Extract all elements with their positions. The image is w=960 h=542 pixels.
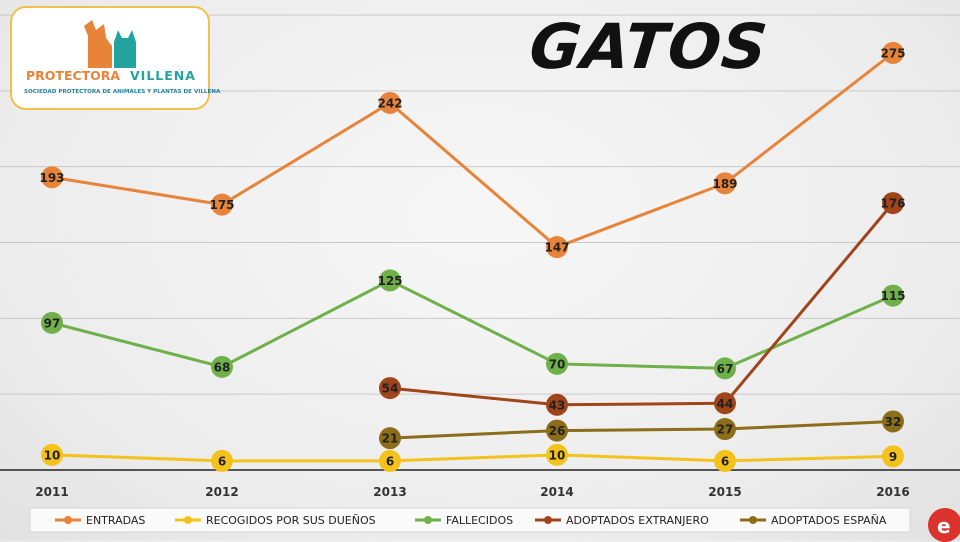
legend-label: ADOPTADOS EXTRANJERO — [566, 514, 709, 527]
legend-marker — [64, 516, 72, 524]
series-line — [51, 453, 894, 463]
data-point — [211, 355, 233, 378]
data-label: 9 — [889, 450, 897, 464]
x-tick-label: 2014 — [540, 485, 573, 499]
legend-label: FALLECIDOS — [446, 514, 513, 527]
data-label: 43 — [549, 398, 566, 412]
series-line — [51, 51, 894, 249]
data-point — [882, 284, 904, 307]
data-point — [546, 443, 568, 466]
data-label: 6 — [721, 454, 729, 468]
x-tick-label: 2011 — [35, 485, 68, 499]
data-label: 54 — [382, 382, 399, 396]
data-point — [379, 91, 401, 114]
data-label: 70 — [549, 357, 566, 371]
data-point — [211, 449, 233, 472]
data-point — [714, 449, 736, 472]
data-label: 6 — [218, 454, 226, 468]
data-label: 175 — [209, 198, 234, 212]
legend-marker — [184, 516, 192, 524]
x-tick-label: 2013 — [373, 485, 406, 499]
data-label: 176 — [880, 197, 905, 211]
logo-name-part1: PROTECTORA — [26, 68, 121, 83]
data-point — [379, 269, 401, 292]
data-label: 147 — [544, 241, 569, 255]
data-point — [546, 236, 568, 259]
data-point — [714, 172, 736, 195]
data-label: 27 — [717, 423, 734, 437]
data-point — [882, 445, 904, 468]
data-label: 189 — [712, 177, 737, 191]
data-label: 97 — [44, 316, 61, 330]
legend-label: RECOGIDOS POR SUS DUEÑOS — [206, 514, 376, 527]
x-tick-label: 2015 — [708, 485, 741, 499]
data-label: 44 — [717, 397, 734, 411]
data-label: 193 — [39, 171, 64, 185]
data-point — [379, 449, 401, 472]
data-point — [546, 352, 568, 375]
data-label: 275 — [880, 46, 905, 60]
data-point — [714, 357, 736, 380]
chart-title: GATOS — [526, 10, 772, 83]
data-point — [546, 393, 568, 416]
protectora-villena-logo: PROTECTORA VILLENA SOCIEDAD PROTECTORA D… — [10, 6, 220, 110]
data-point — [882, 410, 904, 433]
data-point — [41, 311, 63, 334]
legend-label: ENTRADAS — [86, 514, 145, 527]
data-label: 125 — [377, 274, 402, 288]
data-label: 26 — [549, 424, 566, 438]
data-label: 21 — [382, 432, 399, 446]
data-point — [714, 392, 736, 415]
data-label: 242 — [377, 96, 402, 110]
data-label: 32 — [885, 415, 902, 429]
data-label: 115 — [880, 289, 905, 303]
logo-subtitle: SOCIEDAD PROTECTORA DE ANIMALES Y PLANTA… — [24, 89, 221, 95]
data-point — [882, 41, 904, 64]
e-logo-icon: e — [928, 508, 960, 542]
data-point — [211, 193, 233, 216]
data-point — [379, 427, 401, 450]
logo-name-part2: VILLENA — [130, 68, 196, 83]
data-point — [714, 418, 736, 441]
data-point — [546, 419, 568, 442]
data-label: 10 — [44, 448, 61, 462]
series-line — [51, 278, 894, 370]
legend-label: ADOPTADOS ESPAÑA — [771, 514, 887, 527]
data-point — [41, 166, 63, 189]
series-line — [389, 202, 895, 407]
x-tick-label: 2012 — [205, 485, 238, 499]
data-point — [882, 192, 904, 215]
legend-marker — [544, 516, 552, 524]
x-tick-label: 2016 — [876, 485, 909, 499]
legend-marker — [424, 516, 432, 524]
data-label: 68 — [214, 360, 231, 374]
legend-marker — [749, 516, 757, 524]
data-label: 67 — [717, 362, 734, 376]
series-line — [389, 419, 894, 440]
dog-cat-silhouette-icon — [84, 20, 136, 68]
data-point — [41, 443, 63, 466]
data-point — [379, 377, 401, 400]
data-label: 10 — [549, 448, 566, 462]
data-label: 6 — [386, 454, 394, 468]
